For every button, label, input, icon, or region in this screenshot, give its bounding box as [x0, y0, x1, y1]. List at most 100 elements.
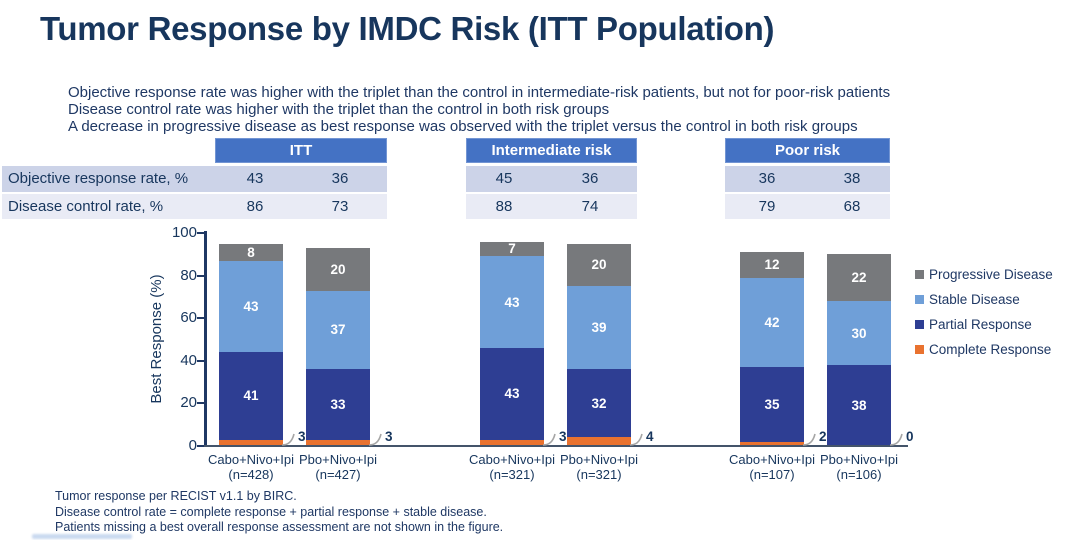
- footnote-line: Disease control rate = complete response…: [55, 504, 487, 519]
- legend-label: Stable Disease: [929, 292, 1020, 307]
- callout-value-complete-response: 3: [385, 429, 393, 444]
- x-axis-label-arm: Cabo+Nivo+Ipi: [469, 452, 555, 467]
- y-tick-mark: [197, 445, 205, 447]
- bar-segment-progressive-disease: 20: [306, 247, 370, 291]
- legend-item: Partial Response: [915, 312, 1053, 337]
- table-row-band: [466, 194, 637, 219]
- bar-value-label: 39: [591, 320, 607, 336]
- bar-segment-complete-response: [480, 439, 544, 446]
- table-cell-value: 68: [843, 198, 861, 215]
- y-tick-label: 40: [180, 351, 197, 369]
- row-label-disease-control-rate: Disease control rate, %: [8, 198, 164, 215]
- bar-value-label: 12: [764, 257, 780, 273]
- y-tick-mark: [197, 274, 205, 277]
- x-axis-label-n: (n=106): [836, 467, 882, 482]
- y-axis-title: Best Response (%): [148, 274, 165, 404]
- table-cell-value: 79: [758, 198, 776, 215]
- bar-value-label: 20: [330, 261, 346, 277]
- bullet-line: Objective response rate was higher with …: [68, 84, 891, 101]
- row-label-objective-response-rate: Objective response rate, %: [8, 170, 189, 187]
- x-axis-label-n: (n=427): [315, 467, 361, 482]
- bar-value-label: 43: [504, 294, 520, 310]
- legend-swatch-complete-response: [915, 345, 924, 354]
- bar-segment-stable-disease: 43: [480, 256, 544, 348]
- bar-segment-stable-disease: 30: [827, 301, 891, 366]
- y-tick-mark: [197, 402, 205, 405]
- x-axis-line: [204, 444, 908, 447]
- group-header-itt: ITT: [215, 138, 387, 163]
- bar-segment-complete-response: [306, 439, 370, 446]
- bar-segment-complete-response: [219, 439, 283, 446]
- table-cell-value: 45: [495, 170, 513, 187]
- bar-value-label: 22: [851, 270, 867, 286]
- y-tick-label: 100: [171, 224, 197, 241]
- table-row-band: [725, 194, 890, 219]
- bullet-line: Disease control rate was higher with the…: [68, 101, 610, 118]
- bullet-line: A decrease in progressive disease as bes…: [68, 118, 858, 135]
- callout-value-complete-response: 3: [298, 429, 306, 444]
- y-tick-label: 0: [188, 437, 197, 454]
- bar-value-label: 42: [764, 314, 780, 330]
- bar-segment-partial-response: 32: [567, 369, 631, 438]
- table-cell-value: 86: [246, 198, 264, 215]
- group-header-intermediate-risk: Intermediate risk: [466, 138, 637, 163]
- y-tick-label: 80: [180, 266, 197, 284]
- table-cell-value: 36: [758, 170, 776, 187]
- legend-label: Complete Response: [929, 342, 1052, 357]
- legend-label: Progressive Disease: [929, 267, 1053, 282]
- table-cell-value: 88: [495, 198, 513, 215]
- callout-leader-line: [281, 433, 295, 446]
- callout-value-complete-response: 2: [819, 429, 827, 444]
- callout-leader-line: [629, 433, 643, 446]
- table-row-band: [2, 166, 387, 192]
- legend-swatch-partial-response: [915, 320, 924, 329]
- cropped-logo-artifact: [32, 534, 132, 539]
- footnotes: Tumor response per RECIST v1.1 by BIRC. …: [55, 489, 503, 536]
- table-row-band: [466, 166, 637, 192]
- table-row-band: [2, 194, 387, 219]
- legend-swatch-progressive-disease: [915, 270, 924, 279]
- legend-item: Complete Response: [915, 337, 1053, 362]
- bar-segment-stable-disease: 37: [306, 290, 370, 370]
- bar-value-label: 43: [243, 298, 259, 314]
- callout-leader-line: [542, 433, 556, 446]
- x-axis-label-arm: Pbo+Nivo+Ipi: [298, 452, 378, 467]
- bar-value-label: 7: [508, 241, 516, 257]
- bar-value-label: 41: [243, 388, 259, 404]
- legend-item: Stable Disease: [915, 287, 1053, 312]
- bar-segment-partial-response: 33: [306, 369, 370, 440]
- y-tick-label: 20: [180, 394, 197, 412]
- callout-leader-line: [889, 433, 903, 446]
- y-tick-label: 60: [180, 309, 197, 327]
- bar-segment-progressive-disease: 7: [480, 241, 544, 257]
- legend-swatch-stable-disease: [915, 295, 924, 304]
- bar-value-label: 33: [330, 396, 346, 412]
- table-cell-value: 38: [843, 170, 861, 187]
- bar-segment-stable-disease: 39: [567, 286, 631, 370]
- group-header-poor-risk: Poor risk: [725, 138, 890, 163]
- bar-segment-stable-disease: 43: [219, 260, 283, 353]
- bar-segment-progressive-disease: 22: [827, 254, 891, 302]
- bar-segment-progressive-disease: 20: [567, 243, 631, 287]
- footnote-line: Tumor response per RECIST v1.1 by BIRC.: [55, 489, 297, 503]
- y-tick-mark: [197, 359, 205, 362]
- table-cell-value: 73: [331, 198, 349, 215]
- x-axis-label-n: (n=428): [228, 467, 274, 482]
- legend-item: Progressive Disease: [915, 262, 1053, 287]
- bar-value-label: 32: [591, 395, 607, 411]
- x-axis-label-n: (n=107): [749, 467, 795, 482]
- callout-value-complete-response: 4: [646, 429, 654, 444]
- callout-leader-line: [802, 433, 816, 446]
- callout-leader-line: [368, 433, 382, 446]
- bar-value-label: 43: [504, 386, 520, 402]
- bar-value-label: 38: [851, 398, 867, 414]
- y-tick-mark: [197, 317, 205, 320]
- x-axis-label-n: (n=321): [489, 467, 535, 482]
- bar-segment-partial-response: 35: [740, 367, 804, 442]
- x-axis-label-arm: Cabo+Nivo+Ipi: [729, 452, 815, 467]
- bar-segment-stable-disease: 42: [740, 277, 804, 368]
- table-cell-value: 43: [246, 170, 264, 187]
- bar-value-label: 35: [764, 396, 780, 412]
- bar-segment-partial-response: 41: [219, 352, 283, 440]
